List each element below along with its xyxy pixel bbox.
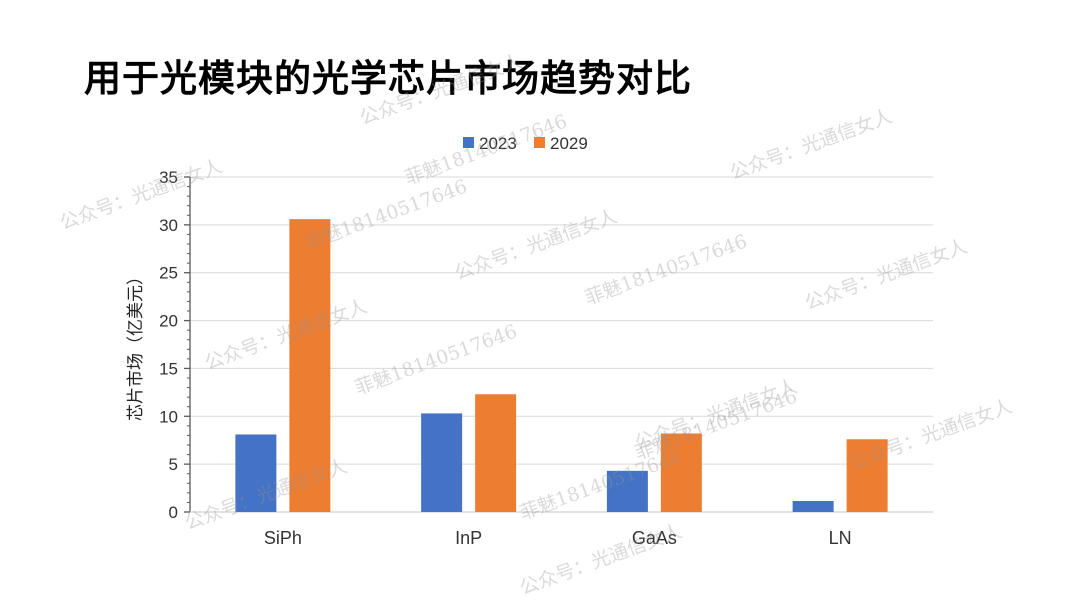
bar-2023-GaAs — [606, 470, 648, 512]
x-tick-label: SiPh — [264, 528, 302, 548]
bar-2029-GaAs — [660, 433, 702, 512]
y-tick-label: 25 — [159, 264, 178, 283]
y-tick-label: 30 — [159, 216, 178, 235]
y-tick-label: 20 — [159, 312, 178, 331]
legend-swatch-2023 — [463, 137, 474, 148]
legend-label-2023: 2023 — [479, 134, 517, 153]
bar-2023-LN — [792, 500, 834, 512]
x-tick-label: GaAs — [632, 528, 677, 548]
bar-2029-SiPh — [289, 219, 331, 512]
y-tick-label: 10 — [159, 407, 178, 426]
bar-2023-SiPh — [235, 434, 277, 512]
y-tick-label: 5 — [169, 455, 178, 474]
bar-2023-InP — [421, 413, 463, 512]
page-title: 用于光模块的光学芯片市场趋势对比 — [84, 57, 692, 100]
x-tick-label: InP — [455, 528, 482, 548]
legend-label-2029: 2029 — [550, 134, 588, 153]
y-tick-label: 35 — [159, 168, 178, 187]
y-tick-label: 0 — [169, 503, 178, 522]
legend-swatch-2029 — [534, 137, 545, 148]
y-axis-label: 芯片市场（亿美元） — [126, 268, 146, 421]
y-tick-label: 15 — [159, 359, 178, 378]
bar-2029-LN — [846, 439, 888, 512]
bar-2029-InP — [475, 394, 517, 512]
x-tick-label: LN — [829, 528, 852, 548]
